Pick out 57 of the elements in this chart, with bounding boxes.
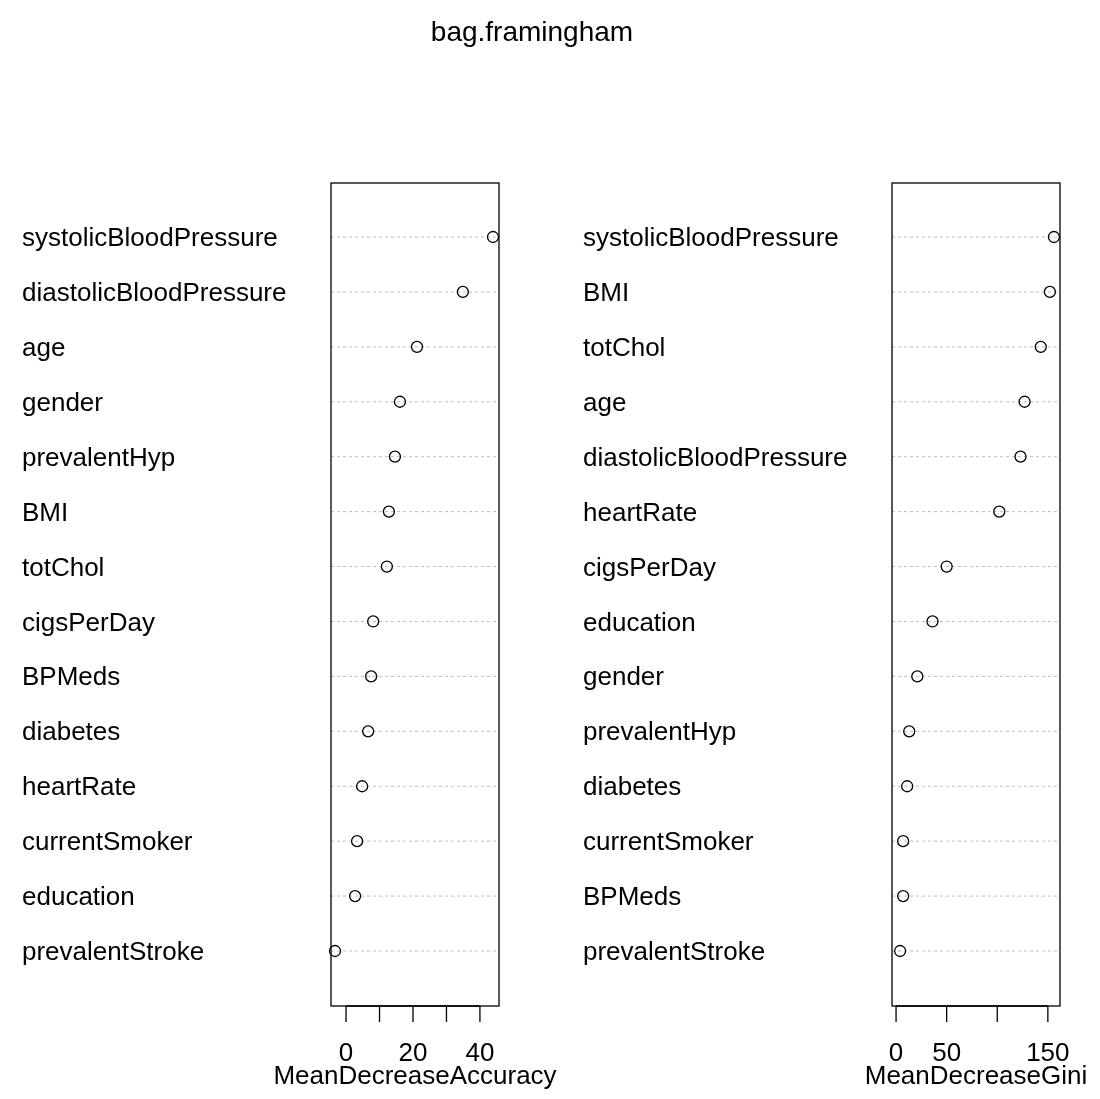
point — [362, 725, 375, 738]
point — [328, 944, 342, 958]
point — [893, 944, 907, 958]
point — [896, 889, 910, 903]
point — [903, 725, 916, 738]
y-tick-label: currentSmoker — [583, 826, 754, 857]
y-tick-label: cigsPerDay — [22, 606, 155, 637]
y-tick-label: education — [22, 881, 135, 912]
point — [486, 230, 500, 244]
y-tick-label: heartRate — [22, 771, 137, 802]
y-tick-label: age — [22, 331, 66, 362]
y-tick-label: cigsPerDay — [583, 551, 716, 582]
y-tick-label: prevalentHyp — [583, 716, 737, 747]
y-tick-label: totChol — [583, 331, 666, 362]
point — [380, 560, 394, 573]
y-tick-label: heartRate — [583, 496, 698, 527]
y-tick-label: diastolicBloodPressure — [583, 441, 848, 472]
point — [896, 835, 910, 848]
y-tick-label: diastolicBloodPressure — [22, 277, 287, 308]
point — [410, 340, 424, 353]
y-tick-label: prevalentHyp — [22, 441, 176, 472]
y-tick-label: prevalentStroke — [583, 936, 766, 967]
y-tick-label: BPMeds — [583, 881, 682, 912]
point — [911, 670, 924, 683]
y-tick-label: systolicBloodPressure — [583, 222, 839, 253]
point — [348, 889, 362, 903]
point — [456, 285, 470, 299]
point — [365, 670, 378, 683]
point — [388, 450, 402, 463]
y-tick-label: BMI — [583, 277, 630, 308]
point — [355, 780, 369, 793]
y-tick-label: prevalentStroke — [22, 936, 205, 967]
y-tick-label: gender — [583, 661, 665, 692]
point — [393, 395, 407, 408]
y-tick-label: systolicBloodPressure — [22, 222, 278, 253]
point — [1047, 230, 1061, 244]
point — [993, 505, 1006, 518]
y-tick-label: gender — [22, 386, 104, 417]
point — [1018, 395, 1031, 408]
y-tick-label: diabetes — [583, 771, 682, 802]
point — [901, 780, 914, 793]
point — [382, 505, 396, 518]
y-tick-label: currentSmoker — [22, 826, 193, 857]
point — [1014, 450, 1027, 463]
y-tick-label: totChol — [22, 551, 105, 582]
y-tick-label: age — [583, 386, 627, 417]
y-tick-label: BPMeds — [22, 661, 121, 692]
y-tick-label: BMI — [22, 496, 69, 527]
point — [350, 835, 364, 848]
chart-title: bag.framingham — [430, 16, 634, 47]
point — [367, 615, 380, 628]
y-tick-label: education — [583, 606, 696, 637]
point — [1034, 340, 1047, 353]
y-tick-label: diabetes — [22, 716, 121, 747]
point — [926, 615, 939, 628]
point — [940, 560, 953, 573]
point — [1043, 285, 1057, 299]
